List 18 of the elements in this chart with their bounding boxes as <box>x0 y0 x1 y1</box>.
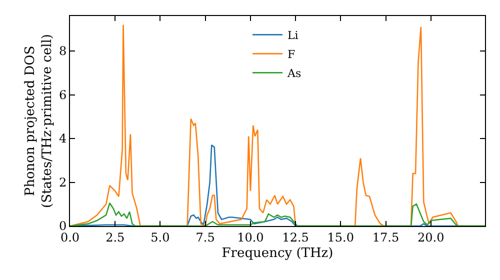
y-axis-title: Phonon projected DOS (States/THz·primitive cell) <box>23 34 55 208</box>
y-tick-label: 4 <box>58 132 67 146</box>
x-axis-title: Frequency (THz) <box>222 246 334 261</box>
x-tick-label: 5.0 <box>150 230 170 244</box>
legend-label: Li <box>288 28 299 42</box>
legend-label: As <box>286 66 302 80</box>
x-tick-label: 12.5 <box>282 230 309 244</box>
x-tick-label: 20.0 <box>418 230 444 244</box>
y-tick-label: 6 <box>58 88 67 102</box>
x-tick-label: 15.0 <box>327 230 354 244</box>
x-tick-label: 2.5 <box>106 230 125 244</box>
x-tick-label: 7.5 <box>196 230 215 244</box>
y-tick-label: 2 <box>58 175 67 190</box>
x-tick-label: 10.0 <box>237 230 264 244</box>
legend-label: F <box>288 48 296 61</box>
line-series <box>70 202 485 226</box>
y-tick-label: 8 <box>58 44 67 58</box>
x-tick-label: 17.5 <box>372 230 400 244</box>
